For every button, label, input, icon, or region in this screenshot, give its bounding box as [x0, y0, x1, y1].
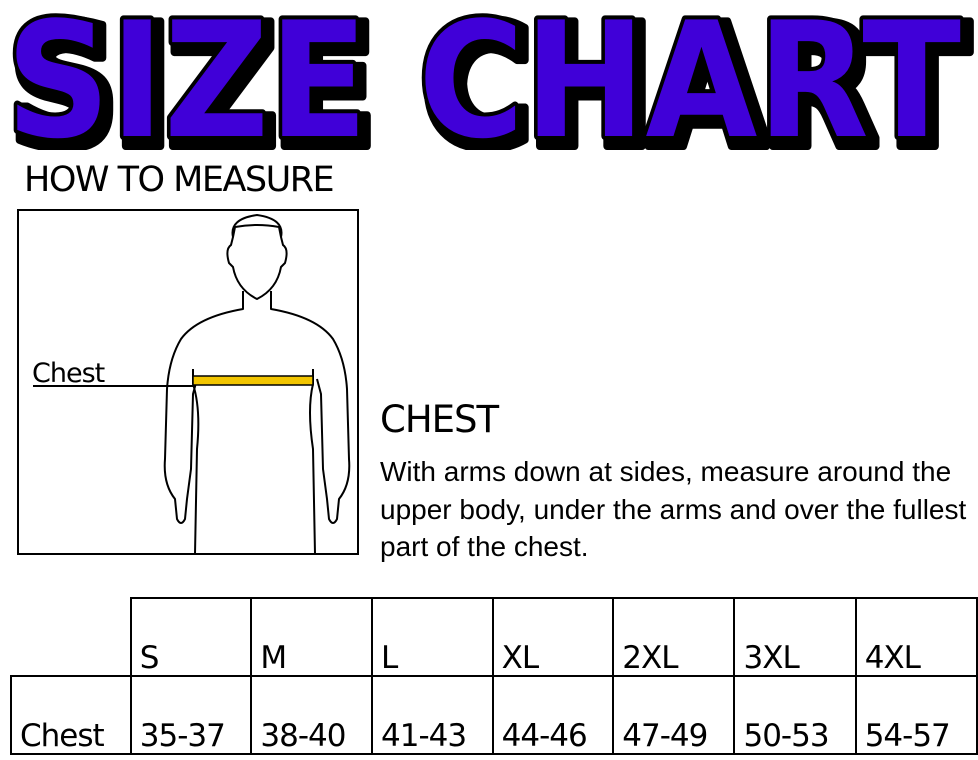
table-cell: 41-43: [371, 675, 494, 755]
size-header: S: [129, 597, 253, 677]
empty-corner-cell: [11, 598, 131, 676]
size-header-row: S M L XL 2XL 3XL 4XL: [11, 597, 978, 677]
size-table: S M L XL 2XL 3XL 4XL Chest 35-37 38-40 4…: [10, 597, 978, 755]
table-cell: 35-37: [129, 675, 253, 755]
chest-description: With arms down at sides, measure around …: [380, 456, 967, 562]
table-row: Chest 35-37 38-40 41-43 44-46 47-49 50-5…: [10, 675, 978, 755]
table-cell: 44-46: [491, 675, 615, 755]
title-text: SIZE CHART: [6, 0, 961, 150]
size-header: M: [250, 597, 374, 677]
size-header: 3XL: [733, 597, 857, 677]
table-cell: 50-53: [733, 675, 857, 755]
chest-heading: CHEST: [380, 398, 499, 441]
table-cell: 47-49: [612, 675, 736, 755]
table-cell: 54-57: [854, 675, 978, 755]
measuring-tape-icon: [192, 375, 314, 386]
how-to-measure-heading: HOW TO MEASURE: [24, 160, 335, 200]
size-header: XL: [491, 597, 615, 677]
row-label: Chest: [10, 675, 132, 755]
size-header: 2XL: [612, 597, 736, 677]
figure-chest-label: Chest: [32, 358, 105, 389]
size-header: L: [371, 597, 494, 677]
table-cell: 38-40: [250, 675, 374, 755]
size-chart-title-logo: SIZE CHART: [2, 0, 965, 150]
size-header: 4XL: [854, 597, 978, 677]
measure-figure: Chest: [17, 209, 359, 555]
